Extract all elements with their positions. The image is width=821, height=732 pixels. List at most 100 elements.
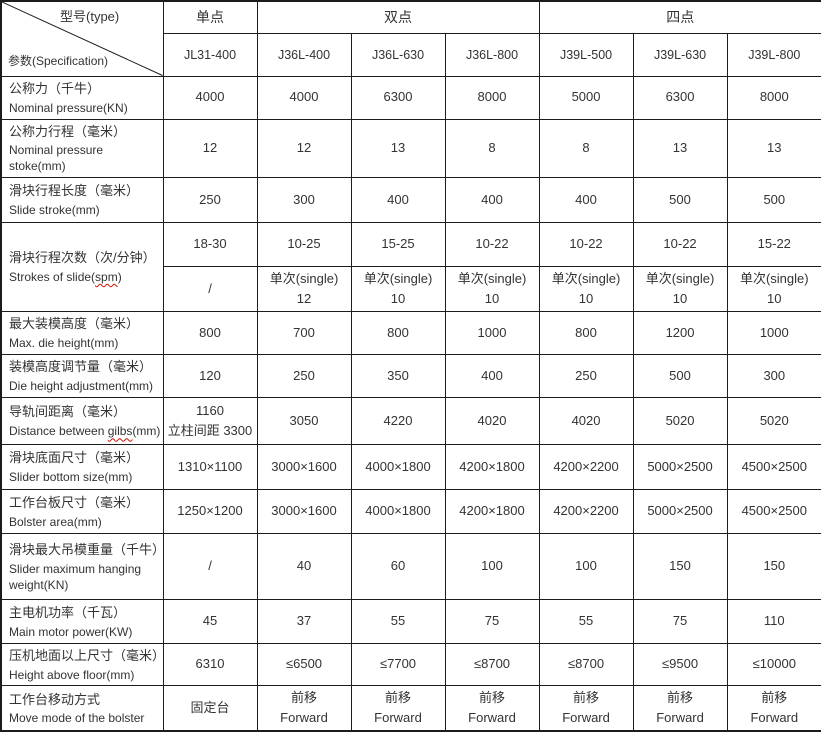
value-cell: 120 (162, 353, 258, 398)
value-cell: 13 (632, 118, 728, 178)
value-cell: 前移 Forward (538, 684, 634, 732)
value-cell: 4000×1800 (350, 443, 446, 490)
value-line: ≤8700 (473, 656, 511, 672)
corner-type-label: 型号(type) (60, 9, 120, 24)
value-cell: 800 (162, 310, 258, 355)
value-cell: 4500×2500 (726, 488, 821, 534)
value-line: 300 (293, 191, 315, 207)
value-cell: 固定台 (162, 684, 258, 732)
table-row: 装模高度调节量（毫米） Die height adjustment(mm) 120 2… (0, 353, 821, 398)
row-label-zh: 滑块最大吊模重量（千牛） (9, 541, 163, 557)
value-line: 4200×1800 (459, 458, 525, 474)
value-line: 400 (575, 191, 597, 207)
table-row: 工作台板尺寸（毫米） Bolster area(mm) 1250×1200 3000×… (0, 488, 821, 534)
value-cell: 前移 Forward (256, 684, 352, 732)
value-line: 3000×1600 (271, 458, 337, 474)
row-label-zh: 滑块行程次数（次/分钟） (9, 250, 156, 266)
value-cell: 5000×2500 (632, 443, 728, 490)
value-line: 4500×2500 (741, 503, 807, 519)
value-cell: 8000 (726, 75, 821, 120)
value-cell: 13 (726, 118, 821, 178)
value-line: 1000 (759, 324, 789, 340)
value-line: 4000×1800 (365, 458, 431, 474)
value-line: 单次(single) (551, 270, 621, 286)
value-line: 1000 (477, 324, 507, 340)
row-label-zh: 主电机功率（千瓦） (9, 604, 127, 620)
row-label-zh: 工作台移动方式 (9, 691, 101, 707)
model-header: J36L-800 (444, 32, 540, 77)
value-line: 13 (390, 140, 406, 156)
value-cell: 300 (726, 353, 821, 398)
value-cell: 前移 Forward (350, 684, 446, 732)
value-line: ≤6500 (285, 656, 323, 672)
value-cell: 250 (162, 176, 258, 223)
value-line: 12 (202, 140, 218, 156)
row-label-zh: 滑块行程长度（毫米） (9, 183, 140, 199)
value-line: 5000 (571, 89, 601, 105)
value-line: 350 (387, 367, 409, 383)
value-line: 4020 (571, 412, 601, 428)
value-line: 75 (484, 613, 500, 629)
value-cell: 5000×2500 (632, 488, 728, 534)
value-line: 18-30 (193, 236, 227, 252)
value-line: / (208, 558, 212, 574)
value-cell: 500 (632, 353, 728, 398)
table-row: 公称力行程（毫米） Nominal pressure stoke(mm) 12 12 1… (0, 118, 821, 178)
value-line: 1310×1100 (177, 458, 243, 474)
value-cell: 400 (444, 353, 540, 398)
value-line: 60 (390, 558, 406, 574)
value-cell: ≤10000 (726, 642, 821, 686)
value-line: 1250×1200 (177, 503, 243, 519)
value-line: 3000×1600 (271, 503, 337, 519)
value-cell: 75 (444, 598, 540, 644)
value-cell: 700 (256, 310, 352, 355)
value-line: 37 (296, 613, 312, 629)
value-line: 55 (578, 613, 594, 629)
value-line: 4200×2200 (553, 458, 619, 474)
value-line: 45 (202, 613, 218, 629)
value-line: 8000 (477, 89, 507, 105)
value-cell: 37 (256, 598, 352, 644)
value-cell: 5020 (726, 396, 821, 445)
value-cell: 前移 Forward (632, 684, 728, 732)
row-label: 滑块行程次数（次/分钟） Strokes of slide(spm) (0, 221, 164, 312)
table-row: 压机地面以上尺寸（毫米） Height above floor(mm) 6310 ≤6… (0, 642, 821, 686)
header-model-row: JL31-400 J36L-400 J36L-630 J36L-800 J39L-500… (1, 32, 821, 77)
value-cell: 10-22 (538, 221, 634, 267)
value-line: 250 (575, 367, 597, 383)
value-line: 100 (575, 558, 597, 574)
value-cell: 4200×1800 (444, 443, 540, 490)
value-line: 400 (481, 367, 503, 383)
value-line: 前移 (290, 690, 317, 706)
value-line: 6300 (383, 89, 413, 105)
value-line: 500 (669, 191, 691, 207)
value-cell: 250 (538, 353, 634, 398)
row-label: 压机地面以上尺寸（毫米） Height above floor(mm) (0, 642, 164, 686)
value-line: 4220 (383, 412, 413, 428)
value-cell: 5000 (538, 75, 634, 120)
value-cell: 单次(single) 10 (726, 265, 821, 312)
value-line: 250 (199, 191, 221, 207)
group-header-1: 双点 (256, 0, 540, 34)
table-row: 滑块行程次数（次/分钟） Strokes of slide(spm) 18-30 10… (0, 221, 821, 312)
value-cell: 15-22 (726, 221, 821, 267)
row-label: 主电机功率（千瓦） Main motor power(KW) (0, 598, 164, 644)
value-cell: 350 (350, 353, 446, 398)
value-line: 6310 (195, 656, 225, 672)
value-cell: 4020 (444, 396, 540, 445)
value-cell: 单次(single) 10 (538, 265, 634, 312)
value-cell: 1250×1200 (162, 488, 258, 534)
value-line: 40 (296, 558, 312, 574)
value-line: 4500×2500 (741, 458, 807, 474)
value-line: 单次(single) (363, 270, 433, 286)
table-row: 滑块最大吊模重量（千牛） Slider maximum hanging weigh… (0, 532, 821, 600)
value-line: 150 (763, 558, 786, 574)
value-line: Forward (656, 710, 704, 726)
value-line: 8 (582, 140, 590, 156)
value-cell: 75 (632, 598, 728, 644)
row-label: 公称力行程（毫米） Nominal pressure stoke(mm) (0, 118, 164, 178)
value-cell: 前移 Forward (726, 684, 821, 732)
value-line: 13 (767, 140, 782, 156)
value-cell: 前移 Forward (444, 684, 540, 732)
value-cell: 250 (256, 353, 352, 398)
